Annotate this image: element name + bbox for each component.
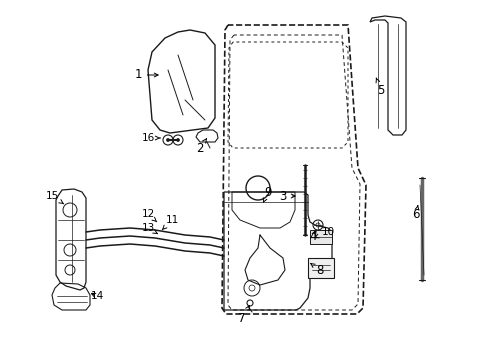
- Text: 14: 14: [90, 291, 103, 301]
- Text: 10: 10: [314, 227, 334, 238]
- Text: 16: 16: [141, 133, 160, 143]
- Text: 4: 4: [308, 230, 316, 243]
- Text: 12: 12: [141, 209, 157, 222]
- Text: 7: 7: [238, 306, 249, 324]
- Text: 13: 13: [141, 223, 157, 234]
- Text: 6: 6: [411, 206, 419, 221]
- Text: 5: 5: [375, 78, 384, 96]
- Bar: [307, 258, 333, 278]
- Bar: [309, 230, 331, 244]
- Text: 11: 11: [162, 215, 178, 230]
- Text: 2: 2: [196, 139, 206, 154]
- Circle shape: [166, 139, 169, 141]
- Text: 1: 1: [134, 68, 158, 81]
- Text: 9: 9: [263, 185, 271, 202]
- Text: 15: 15: [45, 191, 63, 204]
- Circle shape: [176, 139, 179, 141]
- Text: 3: 3: [279, 189, 295, 202]
- Text: 8: 8: [310, 264, 323, 276]
